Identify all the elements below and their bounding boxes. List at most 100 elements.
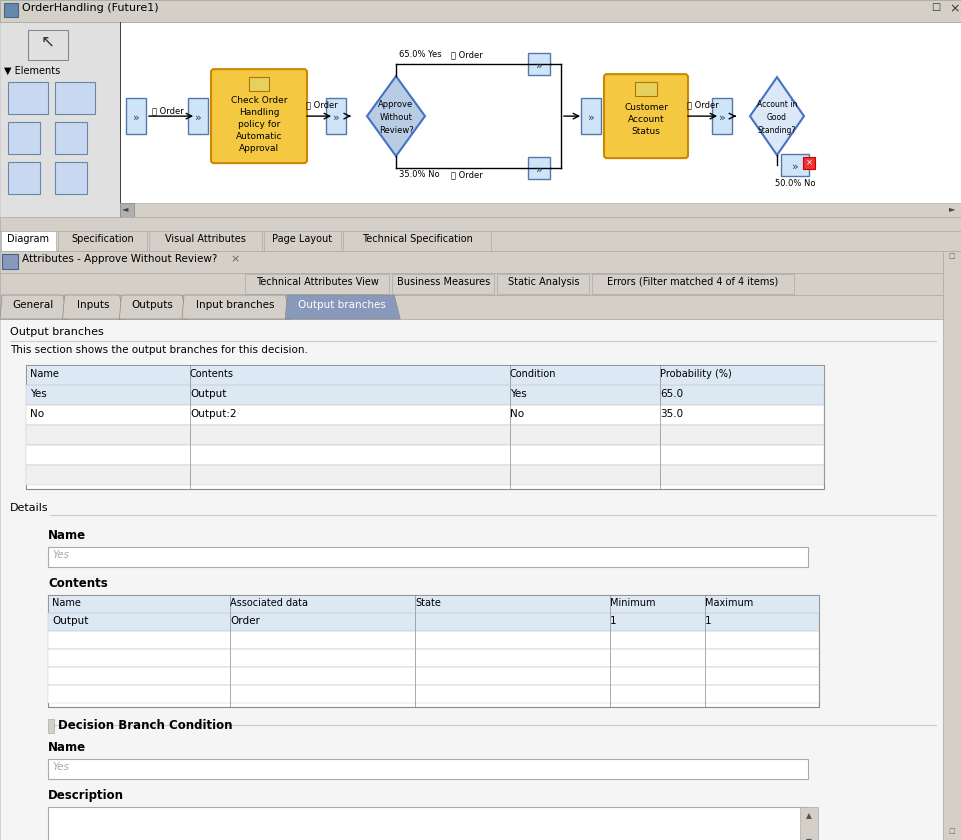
Text: 35.0% No: 35.0% No xyxy=(399,171,439,179)
Text: »: » xyxy=(133,113,139,123)
Text: Static Analysis: Static Analysis xyxy=(507,277,579,287)
Text: Page Layout: Page Layout xyxy=(272,234,333,244)
Text: Good: Good xyxy=(767,113,787,122)
Bar xyxy=(4,3,18,17)
Text: 1: 1 xyxy=(705,616,712,626)
Bar xyxy=(781,154,809,176)
Text: policy for: policy for xyxy=(238,120,280,129)
Text: Outputs: Outputs xyxy=(132,300,174,310)
Bar xyxy=(0,217,961,231)
Text: OrderHandling (Future1): OrderHandling (Future1) xyxy=(22,3,159,13)
Text: Automatic: Automatic xyxy=(235,132,283,141)
Text: Visual Attributes: Visual Attributes xyxy=(165,234,246,244)
Text: ◄: ◄ xyxy=(122,204,129,213)
Bar xyxy=(326,98,346,134)
Bar xyxy=(48,685,819,703)
Bar xyxy=(48,759,808,779)
Bar xyxy=(58,231,147,251)
Bar xyxy=(800,807,818,840)
Bar xyxy=(126,98,146,134)
Bar xyxy=(249,77,269,91)
Bar xyxy=(48,595,819,707)
Bar xyxy=(26,385,824,405)
Bar xyxy=(581,98,601,134)
Text: ▼: ▼ xyxy=(806,837,812,840)
Bar xyxy=(0,231,961,251)
Text: Output: Output xyxy=(190,389,227,399)
Bar xyxy=(712,98,732,134)
Bar xyxy=(943,251,961,840)
Text: Description: Description xyxy=(48,789,124,802)
Text: Inputs: Inputs xyxy=(77,300,110,310)
Text: ↖: ↖ xyxy=(41,32,55,50)
Text: »: » xyxy=(535,61,542,71)
FancyBboxPatch shape xyxy=(211,69,307,163)
Text: Standing?: Standing? xyxy=(758,126,796,135)
Bar xyxy=(26,445,824,465)
Text: Decision Branch Condition: Decision Branch Condition xyxy=(58,719,233,732)
Bar xyxy=(48,807,808,840)
Bar xyxy=(635,82,657,96)
Polygon shape xyxy=(750,77,804,155)
Text: Handling: Handling xyxy=(238,108,280,117)
Text: Probability (%): Probability (%) xyxy=(660,369,731,379)
Polygon shape xyxy=(285,295,400,319)
Text: Order: Order xyxy=(230,616,259,626)
Bar xyxy=(48,649,819,667)
Bar xyxy=(0,251,961,840)
Bar xyxy=(48,547,808,567)
Bar xyxy=(48,667,819,685)
Text: This section shows the output branches for this decision.: This section shows the output branches f… xyxy=(10,345,308,355)
Text: Account in: Account in xyxy=(757,100,798,109)
Bar xyxy=(48,719,54,733)
Text: ►: ► xyxy=(949,204,955,213)
Text: Yes: Yes xyxy=(30,389,47,399)
Bar xyxy=(26,365,824,385)
Bar xyxy=(48,595,819,613)
Text: General: General xyxy=(12,300,54,310)
Bar xyxy=(528,157,550,179)
Bar xyxy=(28,30,68,60)
Text: 65.0% Yes: 65.0% Yes xyxy=(399,50,442,59)
Text: Yes: Yes xyxy=(510,389,527,399)
Text: Account: Account xyxy=(628,115,664,124)
Text: 🖹 Order: 🖹 Order xyxy=(306,100,337,109)
Text: No: No xyxy=(510,409,524,419)
Bar xyxy=(188,98,208,134)
Bar xyxy=(0,251,943,273)
Bar xyxy=(592,274,794,294)
Text: Name: Name xyxy=(48,529,86,542)
Text: 65.0: 65.0 xyxy=(660,389,683,399)
Text: Output: Output xyxy=(52,616,88,626)
Bar xyxy=(26,405,824,425)
Text: ▼ Elements: ▼ Elements xyxy=(4,66,61,76)
Bar xyxy=(0,319,943,840)
Bar xyxy=(0,273,943,295)
Text: Yes: Yes xyxy=(52,762,69,772)
Text: Minimum: Minimum xyxy=(610,598,655,608)
Text: »: » xyxy=(195,113,202,123)
Bar xyxy=(26,425,824,445)
Bar xyxy=(8,122,40,154)
Text: »: » xyxy=(792,162,799,172)
Text: ×: × xyxy=(805,158,812,167)
Text: Errors (Filter matched 4 of 4 items): Errors (Filter matched 4 of 4 items) xyxy=(607,277,778,287)
Polygon shape xyxy=(62,295,125,319)
Bar xyxy=(120,203,961,217)
Polygon shape xyxy=(367,76,425,156)
Bar xyxy=(0,295,943,319)
Bar xyxy=(0,0,961,22)
Text: Attributes - Approve Without Review?: Attributes - Approve Without Review? xyxy=(22,254,217,264)
Text: 1: 1 xyxy=(610,616,617,626)
Bar xyxy=(343,231,491,251)
FancyBboxPatch shape xyxy=(604,74,688,158)
Bar xyxy=(263,231,341,251)
Text: 35.0: 35.0 xyxy=(660,409,683,419)
Text: Name: Name xyxy=(30,369,59,379)
Text: Condition: Condition xyxy=(510,369,556,379)
Text: Output:2: Output:2 xyxy=(190,409,236,419)
Bar xyxy=(0,22,961,217)
Text: »: » xyxy=(333,113,339,123)
Text: Approval: Approval xyxy=(239,144,279,153)
Text: Without: Without xyxy=(380,113,412,122)
